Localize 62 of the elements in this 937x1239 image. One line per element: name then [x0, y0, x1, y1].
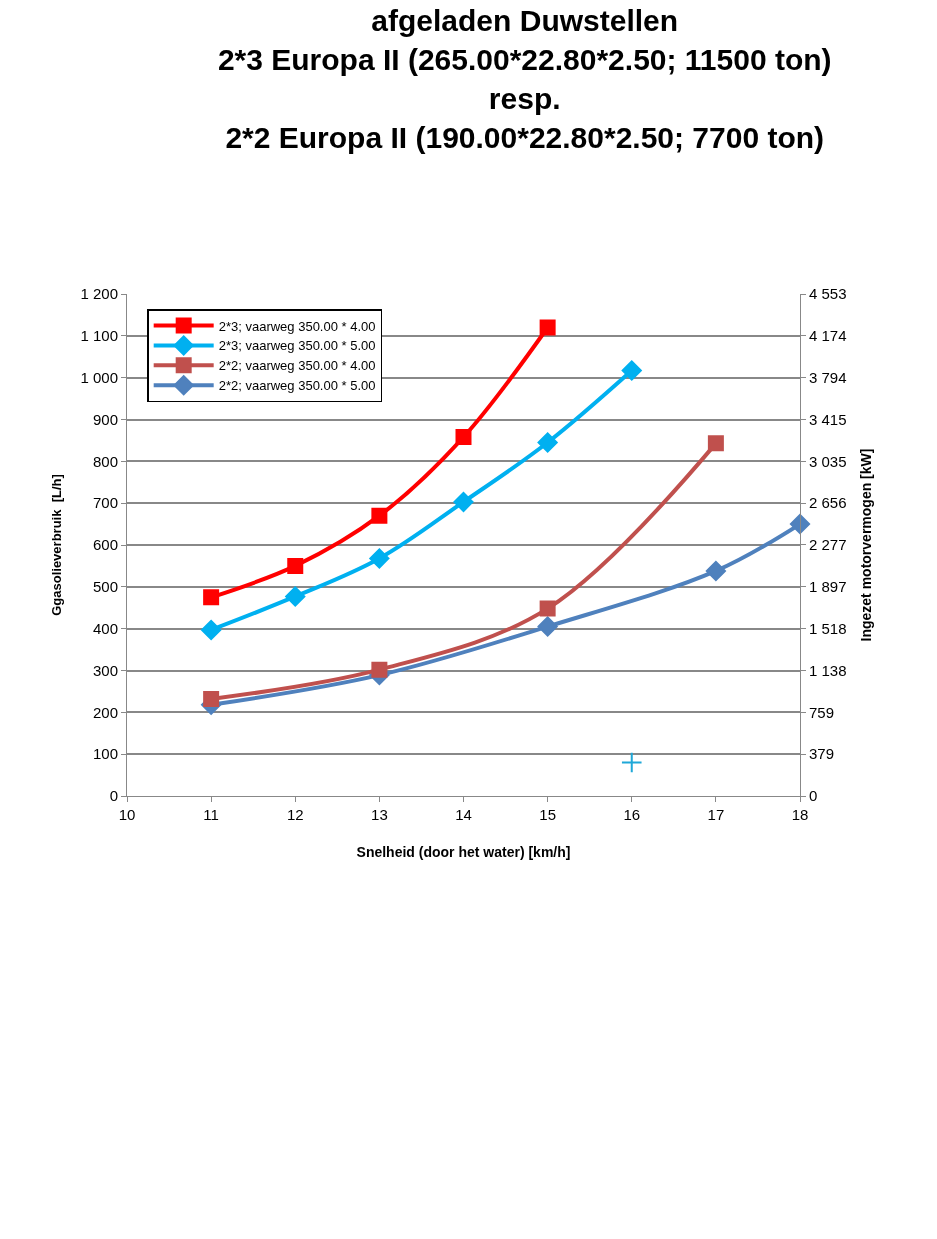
y2-tick-label: 1 138	[809, 661, 847, 679]
x-tick-label: 18	[791, 806, 809, 823]
x-tick-label: 11	[203, 806, 219, 823]
point	[539, 600, 556, 617]
y-tick-label: 900	[92, 410, 118, 428]
point	[203, 690, 220, 707]
point	[203, 589, 220, 606]
point	[287, 557, 304, 574]
point	[453, 491, 474, 513]
y2-tick-label: 1 518	[809, 619, 847, 637]
y2-tick-label: 379	[809, 745, 835, 763]
y2-tick-label: 0	[809, 787, 818, 805]
y-tick-label: 0	[109, 787, 118, 805]
point	[537, 432, 558, 453]
point	[369, 548, 390, 569]
point	[371, 661, 388, 678]
y-tick-label: 800	[92, 452, 118, 470]
legend-label: 2*2; vaarweg 350.00 * 4.00	[218, 358, 376, 374]
y-tick-label: 700	[92, 494, 118, 512]
point	[285, 586, 306, 607]
legend-label: 2*3; vaarweg 350.00 * 5.00	[218, 338, 376, 354]
x-tick-label: 13	[371, 806, 388, 823]
y2-tick-label: 3 035	[809, 452, 847, 470]
x-tick-label: 10	[118, 806, 136, 823]
point	[371, 507, 388, 524]
y-tick-label: 100	[92, 745, 118, 763]
y2-tick-label: 3 415	[809, 410, 847, 428]
y-tick-label: 500	[92, 578, 118, 596]
y2-axis-title: Ingezet motorvermogen [kW]	[857, 448, 874, 642]
point	[539, 319, 556, 336]
y2-tick-label: 3 794	[809, 368, 847, 386]
chart-title: afgeladen Duwstellen 2*3 Europa II (265.00*22.80*2.50; 11500 ton) resp. 2*2 Europa II (190.00*22.80*2.50; 7700 ton)	[217, 3, 832, 154]
x-tick-label: 17	[707, 806, 725, 823]
y-axis-title: Ggasolieverbruik [L/h]	[49, 474, 65, 616]
point	[705, 560, 726, 582]
y2-tick-label: 4 174	[809, 327, 847, 345]
y2-tick-label: 2 277	[809, 536, 847, 554]
x-axis-title: Snelheid (door het water) [km/h]	[356, 844, 571, 861]
point	[707, 435, 724, 452]
point	[621, 360, 642, 381]
y-tick-label: 600	[92, 536, 118, 554]
legend-label: 2*2; vaarweg 350.00 * 5.00	[218, 378, 376, 394]
x-tick-label: 14	[455, 806, 472, 823]
x-tick-label: 15	[539, 806, 556, 823]
point	[455, 429, 472, 446]
point	[789, 513, 811, 535]
y-tick-label: 200	[92, 703, 118, 721]
y2-tick-label: 759	[809, 703, 835, 721]
point	[537, 616, 558, 637]
y-tick-label: 1 200	[80, 285, 118, 303]
y2-tick-label: 4 553	[809, 285, 847, 303]
point	[620, 751, 643, 774]
y-tick-label: 400	[92, 619, 118, 637]
y2-tick-label: 2 656	[809, 494, 847, 512]
legend-label: 2*3; vaarweg 350.00 * 4.00	[218, 318, 376, 334]
x-tick-label: 12	[286, 806, 304, 823]
y-tick-label: 300	[92, 661, 118, 679]
point	[201, 619, 222, 641]
x-tick-label: 16	[623, 806, 641, 823]
y2-tick-label: 1 897	[809, 578, 847, 596]
y-tick-label: 1 000	[80, 368, 118, 386]
y-tick-label: 1 100	[80, 327, 118, 345]
